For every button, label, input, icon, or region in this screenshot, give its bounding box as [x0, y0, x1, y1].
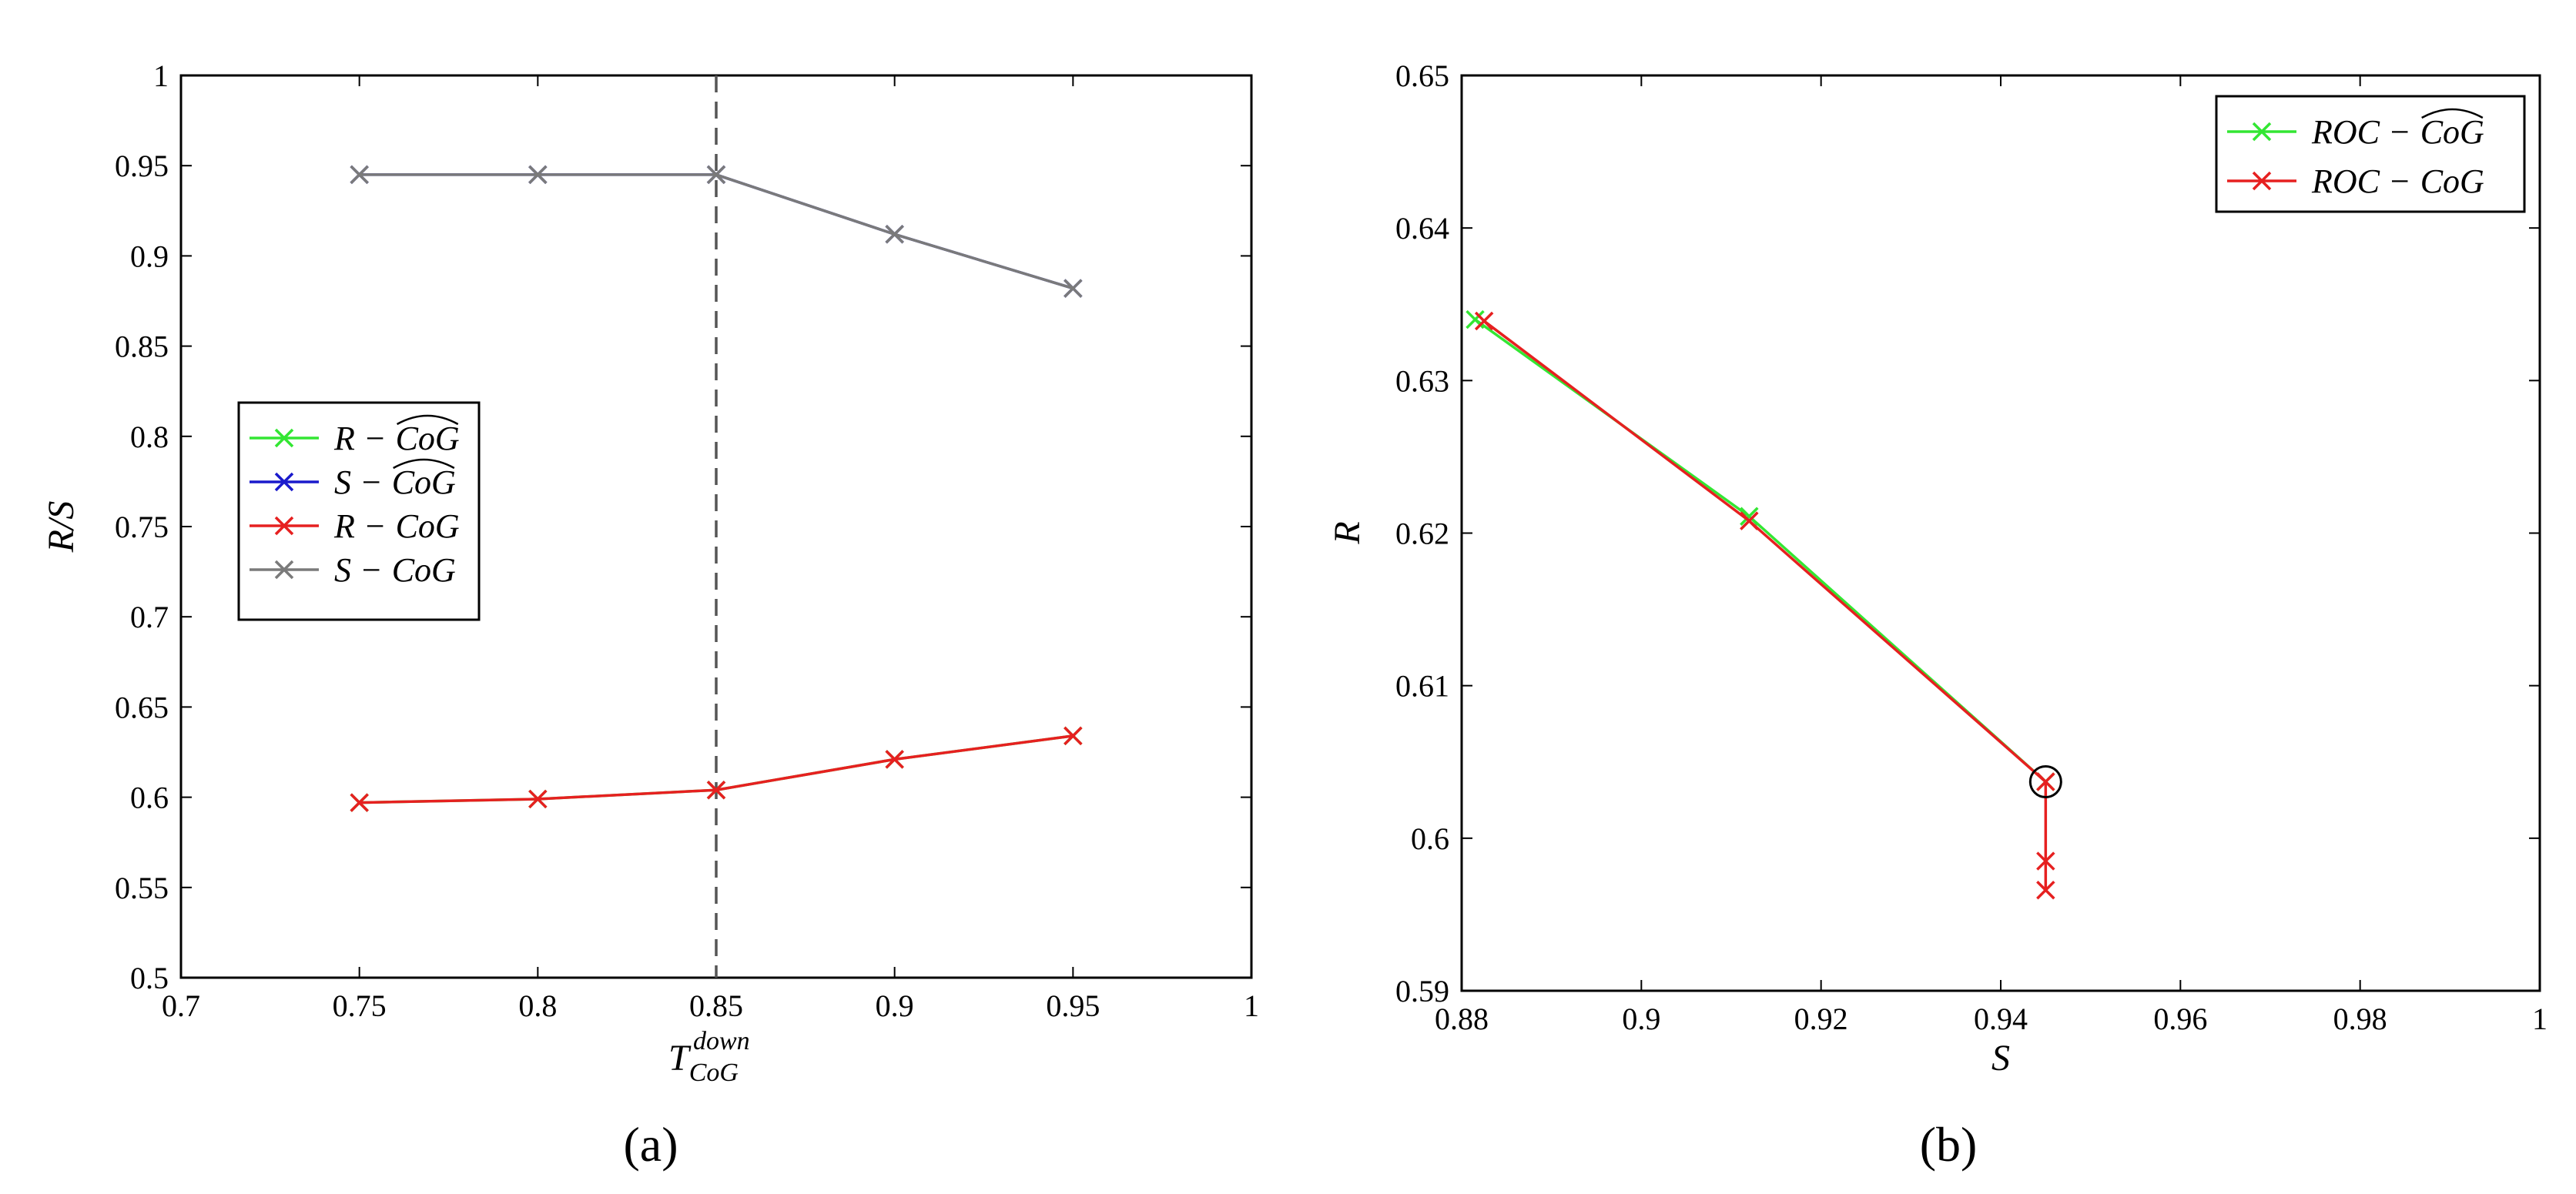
series-2-point — [2036, 880, 2055, 900]
series-4-point — [1064, 279, 1083, 298]
x-axis-title: S — [1991, 1038, 2010, 1079]
y-axis-title: R — [1327, 521, 1368, 544]
legend-entry-1-label-right: CoG — [2420, 113, 2484, 151]
series-3-point — [885, 750, 904, 769]
y-tick-label: 0.6 — [130, 781, 169, 815]
x-axis-title-sup: down — [693, 1027, 750, 1055]
legend-entry-2-hat — [393, 458, 455, 470]
panel-label-a: (a) — [623, 1117, 678, 1172]
legend-entry-1-label-left: ROC − — [2311, 113, 2411, 151]
x-tick-label: 1 — [1244, 988, 1259, 1023]
chart-panel-b: 0.88 0.9 0.92 0.94 0.96 0.98 1 0.59 0.6 0.61 0.62 0… — [1327, 59, 2548, 1079]
y-tick-label: 0.65 — [115, 690, 169, 724]
y-tick-label: 0.85 — [115, 329, 169, 364]
x-tick-label: 0.75 — [333, 988, 387, 1023]
y-tick-label: 0.9 — [130, 239, 169, 273]
series-1-point — [1740, 507, 1759, 526]
x-axis-title-main: T — [668, 1038, 692, 1079]
legend-entry-2-label-left: ROC − — [2311, 162, 2411, 200]
legend-entry-4-marker — [274, 560, 294, 580]
x-tick-label: 0.9 — [876, 988, 914, 1023]
legend-entry-3-label: R − CoG — [333, 507, 460, 545]
y-tick-label: 0.95 — [115, 149, 169, 183]
series-line-1 — [1474, 318, 2047, 783]
y-tick-label: 0.61 — [1395, 669, 1449, 704]
legend-entry-4-label-left: S − — [334, 551, 383, 589]
y-tick-label: 0.64 — [1395, 211, 1449, 246]
legend-entry-3-label-right: CoG — [396, 507, 460, 545]
x-tick-label: 0.92 — [1794, 1002, 1848, 1036]
y-tick-label: 0.75 — [115, 510, 169, 544]
x-tick-label: 0.85 — [689, 988, 743, 1023]
series-3-point — [528, 789, 548, 809]
series-2-point — [2036, 851, 2055, 871]
series-2-point — [1474, 311, 1494, 331]
legend-entry-2-label: ROC − CoG — [2311, 162, 2484, 200]
series-4-point — [350, 165, 369, 185]
y-tick-label: 0.62 — [1395, 517, 1449, 551]
chart-panel-a: 0.7 0.75 0.8 0.85 0.9 0.95 1 0.5 0.55 0.6 0.65 0.7 0… — [41, 59, 1259, 1087]
highlight-circle — [2028, 765, 2062, 799]
y-tick-label: 0.65 — [1395, 59, 1449, 93]
x-tick-label: 0.7 — [162, 988, 200, 1023]
legend-entry-1-label-right: CoG — [396, 420, 460, 457]
legend-entry-2-label-left: S − — [334, 463, 383, 501]
legend-entry-2-label: S − CoG — [334, 463, 456, 501]
legend-entry-2-label-right: CoG — [392, 463, 456, 501]
x-tick-label: 0.98 — [2333, 1002, 2387, 1036]
x-tick-label: 0.9 — [1622, 1002, 1660, 1036]
y-tick-label: 0.7 — [130, 600, 169, 634]
y-tick-label: 0.63 — [1395, 363, 1449, 398]
panel-label-b: (b) — [1920, 1117, 1978, 1172]
legend-box — [2215, 95, 2526, 213]
series-2-point — [2036, 772, 2055, 791]
legend-entry-4-label: S − CoG — [334, 551, 456, 589]
legend-entry-1-marker — [2252, 122, 2272, 142]
x-tick-label: 1 — [2532, 1002, 2548, 1036]
series-2-point — [1740, 511, 1759, 530]
legend-entry-2-label-right: CoG — [2420, 162, 2484, 200]
x-tick-label: 0.96 — [2153, 1002, 2207, 1036]
series-4-point — [706, 165, 726, 185]
x-axis-title: TCoG — [668, 1038, 739, 1087]
y-axis-title: R/S — [41, 501, 82, 554]
legend-entry-1-label: R − CoG — [333, 420, 460, 457]
legend-entry-1-marker — [274, 428, 294, 448]
legend-entry-3-label-left: R − — [333, 507, 387, 545]
legend-entry-1-hat — [396, 414, 459, 426]
legend-entry-1-label: ROC − CoG — [2311, 113, 2484, 151]
legend-entry-1-label-left: R − — [333, 420, 387, 457]
y-tick-label: 0.6 — [1411, 821, 1449, 856]
x-tick-label: 0.95 — [1046, 988, 1100, 1023]
series-4-point — [528, 165, 548, 185]
legend-entry-4-label-right: CoG — [392, 551, 456, 589]
series-line-2 — [1483, 319, 2048, 891]
y-tick-label: 1 — [153, 59, 169, 93]
x-tick-label: 0.8 — [518, 988, 557, 1023]
y-tick-label: 0.59 — [1395, 974, 1449, 1008]
x-tick-label: 0.88 — [1435, 1002, 1489, 1036]
y-tick-label: 0.8 — [130, 420, 169, 454]
series-3-point — [350, 793, 369, 812]
y-tick-label: 0.55 — [115, 871, 169, 905]
x-axis-title-sub: CoG — [689, 1059, 739, 1087]
series-4-point — [885, 225, 904, 244]
legend-entry-1-hat — [2421, 108, 2484, 119]
legend-entry-2-marker — [274, 472, 294, 492]
legend-entry-3-marker — [274, 516, 294, 536]
x-tick-label: 0.94 — [1974, 1002, 2028, 1036]
series-3-point — [1064, 726, 1083, 746]
y-tick-label: 0.5 — [130, 961, 169, 995]
series-3-point — [706, 780, 726, 800]
legend-entry-2-marker — [2252, 171, 2272, 191]
